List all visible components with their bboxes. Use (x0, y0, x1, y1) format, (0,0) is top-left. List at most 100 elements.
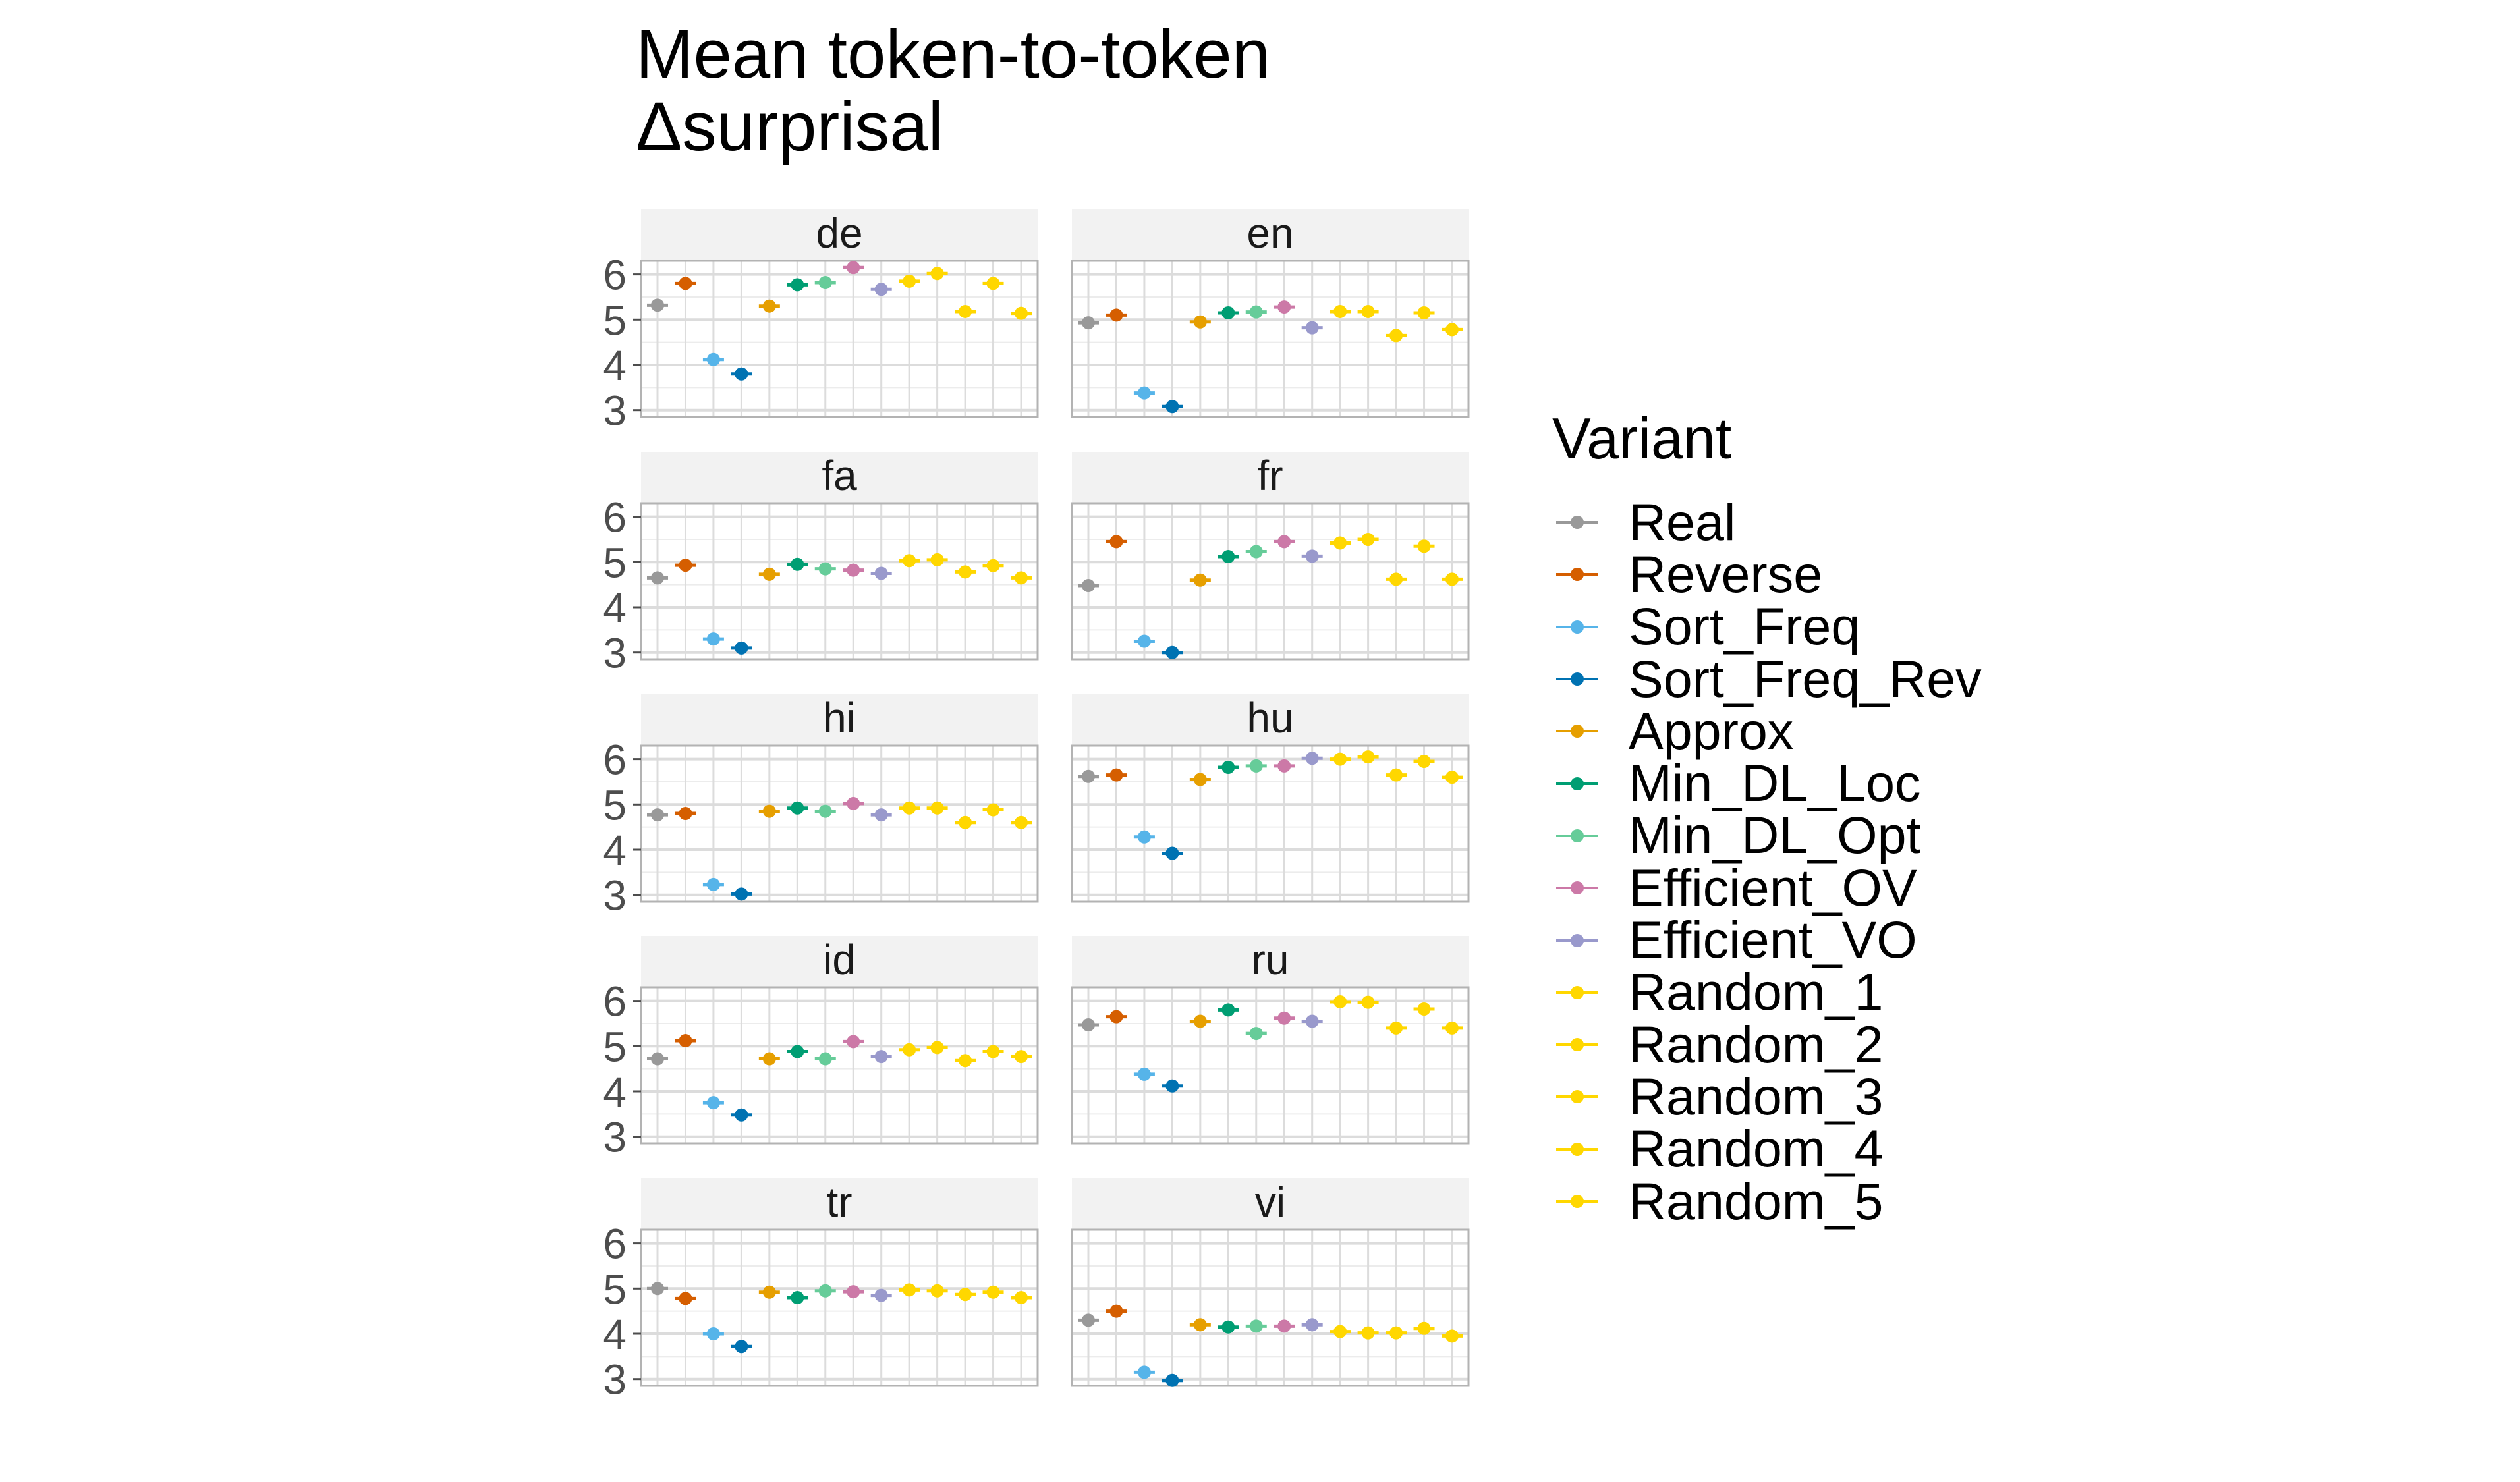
data-point (818, 562, 832, 576)
data-point (706, 1096, 720, 1110)
data-point (1389, 1326, 1403, 1340)
data-point (1082, 769, 1095, 783)
panel-border (1071, 502, 1470, 661)
data-point (1137, 830, 1151, 844)
data-point (762, 299, 776, 313)
data-point (1082, 1018, 1095, 1032)
legend-label: Approx (1629, 701, 1794, 760)
data-point (847, 796, 860, 810)
panel-border (1071, 744, 1470, 903)
y-tick-label: 3 (603, 387, 627, 435)
data-point (1277, 1319, 1291, 1333)
y-tick-label: 5 (603, 296, 627, 344)
legend-item: Min_DL_Opt (1552, 806, 1982, 864)
facet-label: fr (1257, 452, 1283, 499)
panel-background (1072, 261, 1469, 417)
facet-panel-en: en (1071, 209, 1470, 418)
data-point (986, 1285, 1000, 1299)
data-point (1193, 1014, 1207, 1028)
data-point (959, 815, 972, 829)
chart-title: Mean token-to-token Δsurprisal (636, 18, 1270, 163)
data-point (1417, 1321, 1431, 1335)
facet-label: en (1246, 209, 1293, 257)
legend-key-dot (1571, 725, 1584, 738)
facet-strip (641, 694, 1038, 746)
legend-item: Random_5 (1552, 1172, 1982, 1230)
facet-strip (1072, 694, 1469, 746)
data-point (1015, 306, 1028, 320)
legend-key (1552, 705, 1602, 757)
data-point (930, 553, 944, 566)
legend-label: Sort_Freq_Rev (1629, 649, 1982, 708)
data-point (679, 277, 692, 290)
data-point (1015, 1291, 1028, 1305)
facet-panel-ru: ru (1071, 936, 1470, 1145)
legend-label: Min_DL_Opt (1629, 806, 1921, 865)
legend-key (1552, 653, 1602, 705)
data-point (986, 559, 1000, 572)
data-point (930, 267, 944, 281)
data-point (1277, 300, 1291, 314)
data-point (735, 367, 748, 381)
panel-border (1071, 260, 1470, 418)
panel-background (641, 261, 1038, 417)
y-tick-label: 3 (603, 630, 627, 677)
data-point (1305, 321, 1319, 335)
facet-label: vi (1255, 1178, 1285, 1226)
data-point (1417, 1002, 1431, 1016)
data-point (762, 1052, 776, 1066)
data-point (818, 804, 832, 818)
data-point (818, 1284, 832, 1298)
y-tick-label: 4 (603, 1068, 627, 1116)
data-point (1082, 1313, 1095, 1327)
data-point (930, 801, 944, 815)
facet-strip (641, 936, 1038, 987)
y-tick-label: 6 (603, 1221, 627, 1268)
y-tick-label: 6 (603, 494, 627, 541)
data-point (1109, 308, 1123, 322)
data-point (1305, 1318, 1319, 1332)
chart-title-line-1: Mean token-to-token (636, 16, 1271, 93)
data-point (1109, 535, 1123, 549)
legend-item: Random_3 (1552, 1067, 1982, 1126)
data-point (791, 278, 804, 292)
data-point (874, 283, 888, 296)
legend-key (1552, 1123, 1602, 1175)
legend-label: Sort_Freq (1629, 597, 1861, 656)
data-point (1305, 549, 1319, 563)
facet-strip (641, 209, 1038, 261)
legend-key-dot (1571, 1038, 1584, 1052)
facet-label: id (823, 936, 856, 983)
data-point (1249, 1027, 1263, 1041)
legend-key-dot (1571, 933, 1584, 947)
data-point (903, 274, 916, 288)
data-point (679, 1292, 692, 1305)
panel-border (640, 502, 1039, 661)
legend-item: Approx (1552, 701, 1982, 760)
data-point (1165, 645, 1179, 659)
data-point (1165, 400, 1179, 414)
facet-strip (1072, 936, 1469, 987)
data-point (791, 557, 804, 571)
data-point (1137, 634, 1151, 648)
data-point (1015, 571, 1028, 585)
legend-item: Random_1 (1552, 962, 1982, 1021)
data-point (959, 1288, 972, 1302)
y-tick-label: 5 (603, 539, 627, 586)
legend-label: Real (1629, 492, 1736, 551)
data-point (1165, 846, 1179, 860)
data-point (1333, 304, 1347, 318)
data-point (651, 1282, 664, 1296)
data-point (903, 1283, 916, 1297)
data-point (791, 801, 804, 815)
data-point (847, 563, 860, 577)
data-point (1221, 760, 1235, 774)
legend-key (1552, 862, 1602, 914)
facet-panel-hu: hu (1071, 694, 1470, 903)
facet-label: fa (822, 452, 857, 499)
legend-item: Random_4 (1552, 1119, 1982, 1178)
data-point (818, 1052, 832, 1066)
